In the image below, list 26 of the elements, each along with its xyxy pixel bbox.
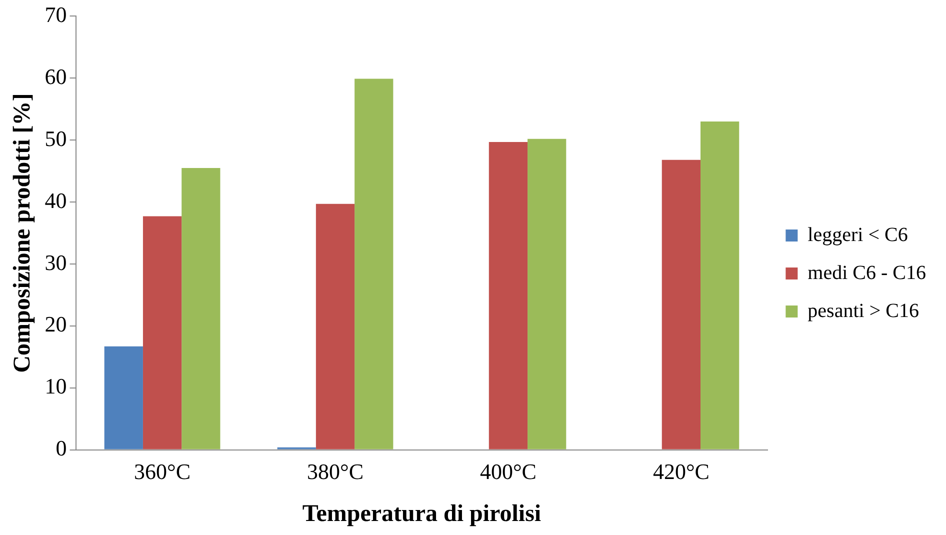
legend-label: medi C6 - C16 <box>808 262 926 284</box>
bar <box>316 204 355 450</box>
y-tick-label: 70 <box>44 2 67 27</box>
bar <box>528 138 566 450</box>
bar <box>700 122 740 450</box>
y-axis-title: Composizione prodotti [%] <box>10 93 36 373</box>
bar <box>488 142 528 450</box>
x-tick-label: 360°C <box>134 458 191 484</box>
bar <box>104 346 143 450</box>
y-tick-label: 50 <box>44 126 67 151</box>
bar <box>182 168 220 450</box>
y-tick-label: 60 <box>44 64 67 89</box>
y-tick-label: 30 <box>44 250 67 275</box>
legend-label: pesanti > C16 <box>808 300 919 322</box>
y-tick-label: 40 <box>44 188 67 213</box>
x-tick-label: 380°C <box>307 458 364 484</box>
x-axis-title: Temperatura di pirolisi <box>302 500 542 527</box>
bar <box>662 160 700 450</box>
x-tick-label: 400°C <box>480 458 536 484</box>
y-tick-label: 20 <box>44 312 67 337</box>
bar <box>142 216 182 450</box>
legend-label: leggeri < C6 <box>808 224 908 246</box>
x-tick-label: 420°C <box>652 458 710 484</box>
y-tick-label: 10 <box>44 374 67 399</box>
y-tick-label: 0 <box>56 436 67 461</box>
bar <box>354 78 394 450</box>
